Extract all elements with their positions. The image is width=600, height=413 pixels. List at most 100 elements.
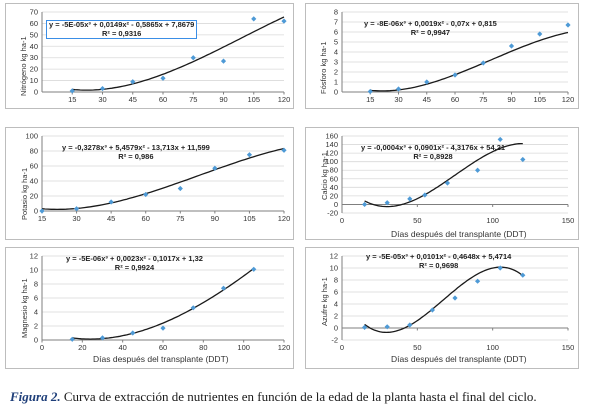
r2-text: R² = 0,9947 <box>410 27 451 37</box>
data-point <box>367 88 373 95</box>
x-tick-label: 100 <box>237 343 250 352</box>
data-point <box>281 18 287 24</box>
figure-caption-label: Figura 2. <box>10 389 61 404</box>
y-tick-label: 60 <box>30 162 38 171</box>
data-point <box>130 79 136 85</box>
chart-panel-magnesio: 0 2 4 6 8 10 12 0 20 40 60 80 100 120 Magnesio kg ha-… <box>5 247 294 369</box>
data-point <box>452 295 458 301</box>
x-tick-label: 120 <box>278 343 291 352</box>
y-tick-label: 2 <box>334 68 338 77</box>
data-point <box>281 147 287 153</box>
y-tick-label: 0 <box>34 88 38 97</box>
data-point <box>508 43 515 49</box>
y-tick-label: 30 <box>30 53 38 62</box>
x-tick-label: 45 <box>423 95 431 104</box>
data-point <box>520 272 526 278</box>
y-tick-label: 40 <box>30 42 38 51</box>
x-tick-label: 90 <box>211 214 219 223</box>
chart-svg-nitrogeno: 0 10 20 30 40 50 60 70 15 30 45 60 75 90 105 120 <box>30 8 291 105</box>
data-point <box>475 278 481 284</box>
y-tick-label: 20 <box>330 191 338 200</box>
y-tick-label: -20 <box>327 209 338 218</box>
y-tick-label: 10 <box>30 266 38 275</box>
x-axis-label: Días después del transplante (DDT) <box>93 354 229 364</box>
x-tick-label: 105 <box>533 95 546 104</box>
y-tick-label: 40 <box>330 183 338 192</box>
chart-svg-potasio: 0 20 40 60 80 100 15 30 45 60 75 90 105 120 <box>25 132 290 224</box>
x-tick-label: 20 <box>78 343 86 352</box>
y-tick-label: 70 <box>30 8 38 17</box>
x-tick-label: 60 <box>159 95 167 104</box>
x-tick-label: 30 <box>394 95 402 104</box>
y-tick-label: 10 <box>30 76 38 85</box>
x-tick-label: 15 <box>366 95 374 104</box>
x-tick-label: 0 <box>340 216 344 225</box>
data-point <box>384 324 390 330</box>
y-tick-label: 40 <box>30 177 38 186</box>
data-point <box>99 85 106 92</box>
y-axis-label: Nitrógeno kg ha-1 <box>19 36 28 96</box>
trendline <box>364 266 524 334</box>
x-tick-label: 105 <box>247 95 260 104</box>
equation-text: y = -5E-06x³ + 0,0023x² - 0,1017x + 1,32 <box>66 254 203 263</box>
data-point <box>143 191 149 198</box>
data-point <box>475 167 481 173</box>
y-tick-label: 5 <box>334 38 338 47</box>
equation-text: y = -0,0004x³ + 0,0901x² - 4,3176x + 54,… <box>361 143 506 152</box>
x-axis-label: Días después del transplante (DDT) <box>391 229 527 239</box>
y-tick-label: 0 <box>34 207 38 216</box>
y-tick-label: -2 <box>331 336 338 345</box>
r2-text: R² = 0,9698 <box>418 260 459 270</box>
data-point <box>452 72 458 78</box>
data-point <box>69 336 75 342</box>
trendline <box>41 147 285 211</box>
trendline-equation: y = -5E-05x³ + 0,0101x² - 0,4648x + 5,47… <box>366 252 511 270</box>
data-point <box>429 307 435 313</box>
x-tick-label: 75 <box>189 95 197 104</box>
y-tick-label: 20 <box>30 192 38 201</box>
chart-panel-nitrogeno: 0 10 20 30 40 50 60 70 15 30 45 60 75 90 105 120 Nitróg… <box>5 3 294 109</box>
trendline-equation: y = -0,0004x³ + 0,0901x² - 4,3176x + 54,… <box>361 143 506 161</box>
r2-text: R² = 0,8928 <box>413 151 453 161</box>
x-tick-label: 80 <box>199 343 207 352</box>
y-axis-label: Magnesio kg ha-1 <box>20 278 29 338</box>
trendline-equation: y = -8E-06x³ + 0,0019x² - 0,07x + 0,815 … <box>364 19 497 37</box>
data-point <box>395 86 402 92</box>
data-point <box>220 58 227 64</box>
figure-caption: Figura 2. Curva de extracción de nutrien… <box>10 389 595 405</box>
chart-panel-fosforo: 0 1 2 3 4 5 6 7 8 15 30 45 60 75 90 105 120 Fósforo kg h… <box>305 3 579 109</box>
r2-text: R² = 0,9316 <box>101 28 142 38</box>
trendline <box>72 16 285 91</box>
y-tick-label: 8 <box>334 276 338 285</box>
x-tick-label: 90 <box>507 95 515 104</box>
trendline-equation: y = -5E-06x³ + 0,0023x² - 0,1017x + 1,32… <box>66 254 203 272</box>
x-tick-label: 50 <box>413 216 421 225</box>
data-point <box>497 136 503 143</box>
chart-panel-calcio: -20 0 20 40 60 80 100 120 140 160 0 50 100 150 Calcio… <box>305 127 579 240</box>
x-tick-label: 90 <box>219 95 227 104</box>
x-tick-label: 100 <box>486 343 499 352</box>
data-point <box>520 156 526 163</box>
chart-panel-azufre: -2 0 2 4 6 8 10 12 0 50 100 150 Azufre kg ha-1 y = … <box>305 247 579 369</box>
chart-panel-potasio: 0 20 40 60 80 100 15 30 45 60 75 90 105 120 Potasio k… <box>5 127 294 240</box>
x-tick-label: 50 <box>413 343 421 352</box>
data-point <box>565 22 571 28</box>
y-tick-label: 6 <box>34 294 38 303</box>
data-point <box>407 322 413 328</box>
y-axis-label: Azufre kg ha-1 <box>320 277 329 326</box>
x-tick-label: 45 <box>129 95 137 104</box>
y-tick-label: 0 <box>334 200 338 209</box>
trendline <box>364 142 523 208</box>
trendline-equation: y = -5E-05x³ + 0,0149x² - 0,5865x + 7,86… <box>46 20 198 40</box>
data-point <box>444 180 451 186</box>
x-tick-label: 45 <box>107 214 115 223</box>
y-tick-label: 4 <box>334 48 338 57</box>
data-point <box>73 206 80 212</box>
data-point <box>537 31 543 37</box>
x-tick-label: 0 <box>40 343 44 352</box>
x-tick-label: 100 <box>486 216 499 225</box>
y-tick-label: 100 <box>325 157 338 166</box>
y-tick-label: 60 <box>30 19 38 28</box>
